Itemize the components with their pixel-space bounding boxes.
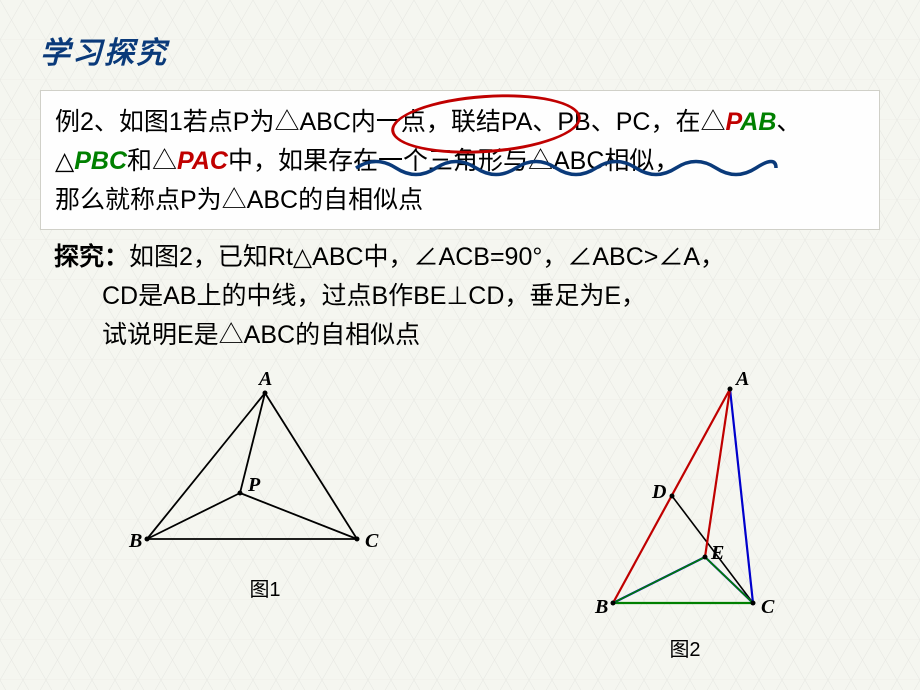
explore-line3: 试说明E是△ABC的自相似点 xyxy=(54,316,866,355)
problem-line1-post: 、 xyxy=(776,108,801,136)
svg-text:C: C xyxy=(761,596,775,618)
svg-text:A: A xyxy=(257,371,272,390)
explore-block: 探究：如图2，已知Rt△ABC中，∠ACB=90°，∠ABC>∠A， CD是AB… xyxy=(40,238,880,364)
problem-line2: △PBC和△PAC中，如果存在一个三角形与△ABC相似， xyxy=(55,142,865,181)
triangle-pab: PAB xyxy=(725,108,776,136)
svg-text:B: B xyxy=(594,596,608,618)
svg-text:E: E xyxy=(710,542,724,564)
figure-2: A B C D E xyxy=(575,371,795,631)
explore-line1-text: 如图2，已知Rt△ABC中，∠ACB=90°，∠ABC>∠A， xyxy=(129,243,725,271)
figure-2-wrap: A B C D E 图2 xyxy=(575,371,795,662)
triangle-pac: PAC xyxy=(177,147,228,175)
svg-text:A: A xyxy=(734,371,749,390)
figure-2-caption: 图2 xyxy=(669,633,700,662)
problem-line2-pre: △ xyxy=(55,147,74,175)
figure-1-caption: 图1 xyxy=(249,573,280,602)
problem-statement: 例2、如图1若点P为△ABC内一点，联结PA、PB、PC，在△PAB、 △PBC… xyxy=(40,90,880,230)
problem-line2-mid: 和△ xyxy=(127,147,177,175)
problem-line3: 那么就称点P为△ABC的自相似点 xyxy=(55,181,865,220)
problem-line2-post: 中，如果存在一个三角形与△ABC相似， xyxy=(228,147,679,175)
svg-text:C: C xyxy=(365,530,379,552)
explore-line1: 探究：如图2，已知Rt△ABC中，∠ACB=90°，∠ABC>∠A， xyxy=(54,238,866,277)
pab-p: P xyxy=(725,108,740,136)
section-title: 学习探究 xyxy=(40,28,880,72)
svg-text:D: D xyxy=(651,481,666,503)
problem-line1-pre: 例2、如图1若点P为△ABC内一点，联结PA、PB、PC，在△ xyxy=(55,108,725,136)
svg-text:P: P xyxy=(247,474,261,496)
figure-1-wrap: A B C P 图1 xyxy=(125,371,405,662)
figure-1: A B C P xyxy=(125,371,405,571)
problem-line1: 例2、如图1若点P为△ABC内一点，联结PA、PB、PC，在△PAB、 xyxy=(55,103,865,142)
explore-label: 探究： xyxy=(54,243,129,271)
figures-row: A B C P 图1 A B C D E 图2 xyxy=(40,371,880,662)
explore-line2: CD是AB上的中线，过点B作BE⊥CD，垂足为E， xyxy=(54,277,866,316)
slide-container: 学习探究 例2、如图1若点P为△ABC内一点，联结PA、PB、PC，在△PAB、… xyxy=(0,0,920,690)
svg-text:B: B xyxy=(128,530,142,552)
triangle-pbc: PBC xyxy=(74,147,127,175)
